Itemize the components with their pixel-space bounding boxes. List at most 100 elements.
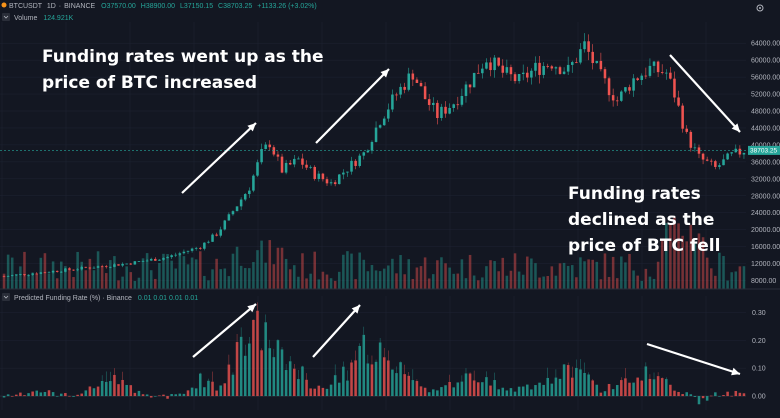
symbol-legend[interactable]: BTCUSDT 1D · BINANCE O37570.00 H38900.00… [1, 2, 317, 11]
volume-bar [423, 257, 427, 289]
funding-bar [468, 373, 472, 397]
candle-body [595, 60, 599, 64]
volume-bar [280, 247, 284, 289]
candle-body [419, 83, 423, 87]
funding-bar [317, 385, 321, 397]
volume-bar [47, 273, 51, 289]
volume-bar [170, 260, 173, 289]
volume-bar [19, 266, 22, 289]
volume-bar [272, 264, 276, 289]
volume-bar [342, 254, 345, 289]
candle-body [587, 41, 590, 52]
funding-bar [60, 393, 63, 397]
volume-bar [239, 265, 243, 289]
funding-tick-label: 0.30 [752, 310, 766, 317]
funding-bar [399, 362, 402, 397]
funding-bar [534, 385, 537, 397]
funding-bar [358, 345, 361, 397]
funding-bar [166, 396, 169, 399]
candle-body [109, 266, 112, 268]
funding-bar [411, 380, 415, 397]
candle-body [235, 206, 239, 212]
volume-bar [145, 253, 149, 289]
chevron-down-icon[interactable] [2, 13, 10, 21]
funding-bar [714, 392, 717, 397]
candle-body [579, 49, 582, 63]
volume-bar [100, 266, 104, 289]
funding-bar [472, 380, 476, 397]
candle-body [284, 162, 288, 173]
volume-bar [313, 251, 316, 289]
funding-bar [742, 393, 746, 397]
candle-body [501, 65, 505, 73]
candle-body [481, 68, 484, 74]
candle-body [366, 150, 370, 153]
funding-bar [215, 390, 218, 397]
candle-body [460, 95, 464, 105]
funding-bar [607, 383, 611, 397]
volume-legend[interactable]: Volume 124.921K [2, 13, 74, 22]
price-tick-label: 8000.00 [751, 278, 776, 285]
funding-bar [391, 369, 394, 397]
volume-bar [84, 270, 88, 289]
funding-bar [448, 381, 451, 397]
volume-bar [395, 273, 398, 289]
candle-body [509, 67, 513, 75]
funding-bar [542, 384, 545, 397]
candle-body [448, 107, 451, 114]
candle-body [391, 94, 394, 110]
candle-body [239, 199, 243, 207]
funding-bar [656, 376, 660, 397]
funding-bar [149, 396, 153, 398]
funding-bar [709, 395, 713, 397]
funding-bar [648, 378, 652, 397]
candle-body [603, 69, 607, 79]
funding-axis[interactable]: 0.30 0.20 0.10 0.00 [752, 310, 766, 401]
last-price-badge: 38703.25 [748, 145, 780, 155]
volume-bar [88, 258, 92, 289]
candle-body [444, 106, 447, 114]
funding-bar [145, 394, 149, 397]
volume-bar [517, 271, 521, 289]
candle-body [489, 62, 492, 71]
volume-bar [215, 258, 218, 289]
candle-body [370, 141, 374, 151]
svg-text:38703.25: 38703.25 [750, 148, 777, 155]
funding-bar [76, 394, 79, 397]
volume-bar [464, 278, 468, 289]
candle-body [734, 148, 738, 153]
funding-bar [252, 319, 255, 397]
volume-bar [51, 261, 55, 289]
candle-body [505, 67, 509, 73]
candle-body [166, 257, 169, 259]
funding-bar [615, 385, 619, 397]
funding-bar [550, 383, 554, 397]
candle-body [178, 253, 182, 255]
candle-body [558, 67, 562, 74]
volume-bar [681, 235, 684, 289]
funding-bar [2, 396, 6, 398]
volume-bar [709, 268, 713, 289]
volume-bar [726, 280, 729, 289]
price-axis[interactable]: 64000.00 60000.00 56000.00 52000.00 48000.00… [751, 41, 780, 285]
volume-bar [440, 257, 443, 289]
funding-bar [382, 357, 386, 397]
funding-legend[interactable]: Predicted Funding Rate (%) · Binance 0.0… [2, 293, 198, 302]
chevron-down-icon[interactable] [2, 293, 10, 301]
volume-bar [60, 261, 63, 289]
candle-body [415, 79, 419, 84]
volume-bar [615, 278, 619, 289]
funding-bar [395, 373, 398, 397]
candle-body [27, 274, 30, 276]
candle-body [72, 269, 75, 271]
volume-bar [521, 274, 525, 289]
volume-bar [493, 261, 496, 289]
volume-bar [10, 257, 14, 289]
gear-icon[interactable] [756, 4, 764, 12]
arrow-head-icon [351, 305, 360, 314]
funding-bar [301, 366, 304, 397]
volume-bar [227, 276, 231, 289]
volume-bar [452, 273, 455, 289]
candle-body [293, 158, 296, 165]
